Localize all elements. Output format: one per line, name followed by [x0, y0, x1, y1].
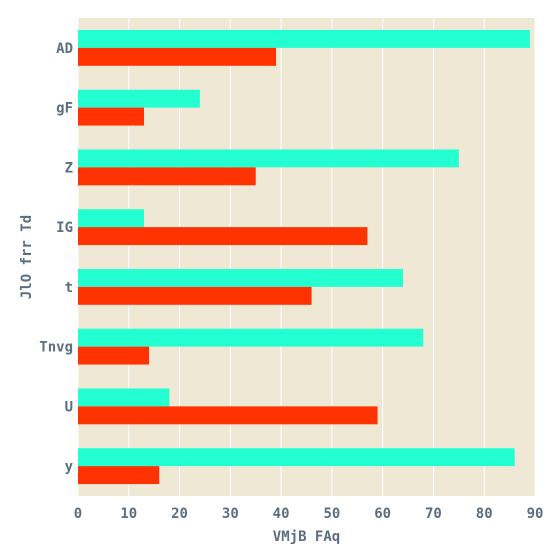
bar-y-series-1 [78, 448, 515, 466]
y-tick-label: U [65, 399, 73, 415]
y-tick-labels: AD gF Z IG t Tnvg Uy [39, 41, 73, 475]
x-tick-label: 60 [374, 506, 391, 522]
y-tick-label: IG [56, 220, 73, 236]
x-tick-labels: 0 10 20 30 40 50 60 70 80 90 [74, 506, 544, 522]
y-tick-label: AD [56, 41, 73, 57]
bar-Tnvg-series-2 [78, 347, 149, 365]
bar-Z-series-2 [78, 167, 256, 185]
x-axis-title: VMjB FAq [273, 529, 340, 545]
bar-AD-series-1 [78, 30, 530, 48]
y-tick-label: y [65, 459, 74, 475]
y-tick-label: t [65, 280, 73, 296]
x-tick-label: 80 [476, 506, 493, 522]
bar-t-series-2 [78, 287, 312, 305]
x-tick-label: 40 [273, 506, 290, 522]
x-tick-label: 20 [171, 506, 188, 522]
y-tick-label: Z [65, 160, 73, 176]
x-tick-label: 90 [527, 506, 544, 522]
bar-U-series-1 [78, 388, 169, 406]
x-tick-label: 10 [120, 506, 137, 522]
bar-AD-series-2 [78, 48, 276, 66]
y-axis-title: JlO frr Td [19, 215, 35, 299]
y-tick-label: Tnvg [39, 340, 73, 356]
x-tick-label: 30 [222, 506, 239, 522]
x-tick-label: 70 [425, 506, 442, 522]
x-tick-label: 50 [323, 506, 340, 522]
bar-U-series-2 [78, 406, 378, 424]
bar-IG-series-1 [78, 209, 144, 227]
bar-Tnvg-series-1 [78, 329, 423, 347]
x-tick-label: 0 [74, 506, 82, 522]
bar-y-series-2 [78, 466, 159, 484]
bar-IG-series-2 [78, 227, 367, 245]
y-tick-label: gF [56, 101, 73, 117]
bar-Z-series-1 [78, 149, 459, 167]
bar-t-series-1 [78, 269, 403, 287]
bar-gF-series-1 [78, 90, 200, 108]
bar-gF-series-2 [78, 108, 144, 126]
